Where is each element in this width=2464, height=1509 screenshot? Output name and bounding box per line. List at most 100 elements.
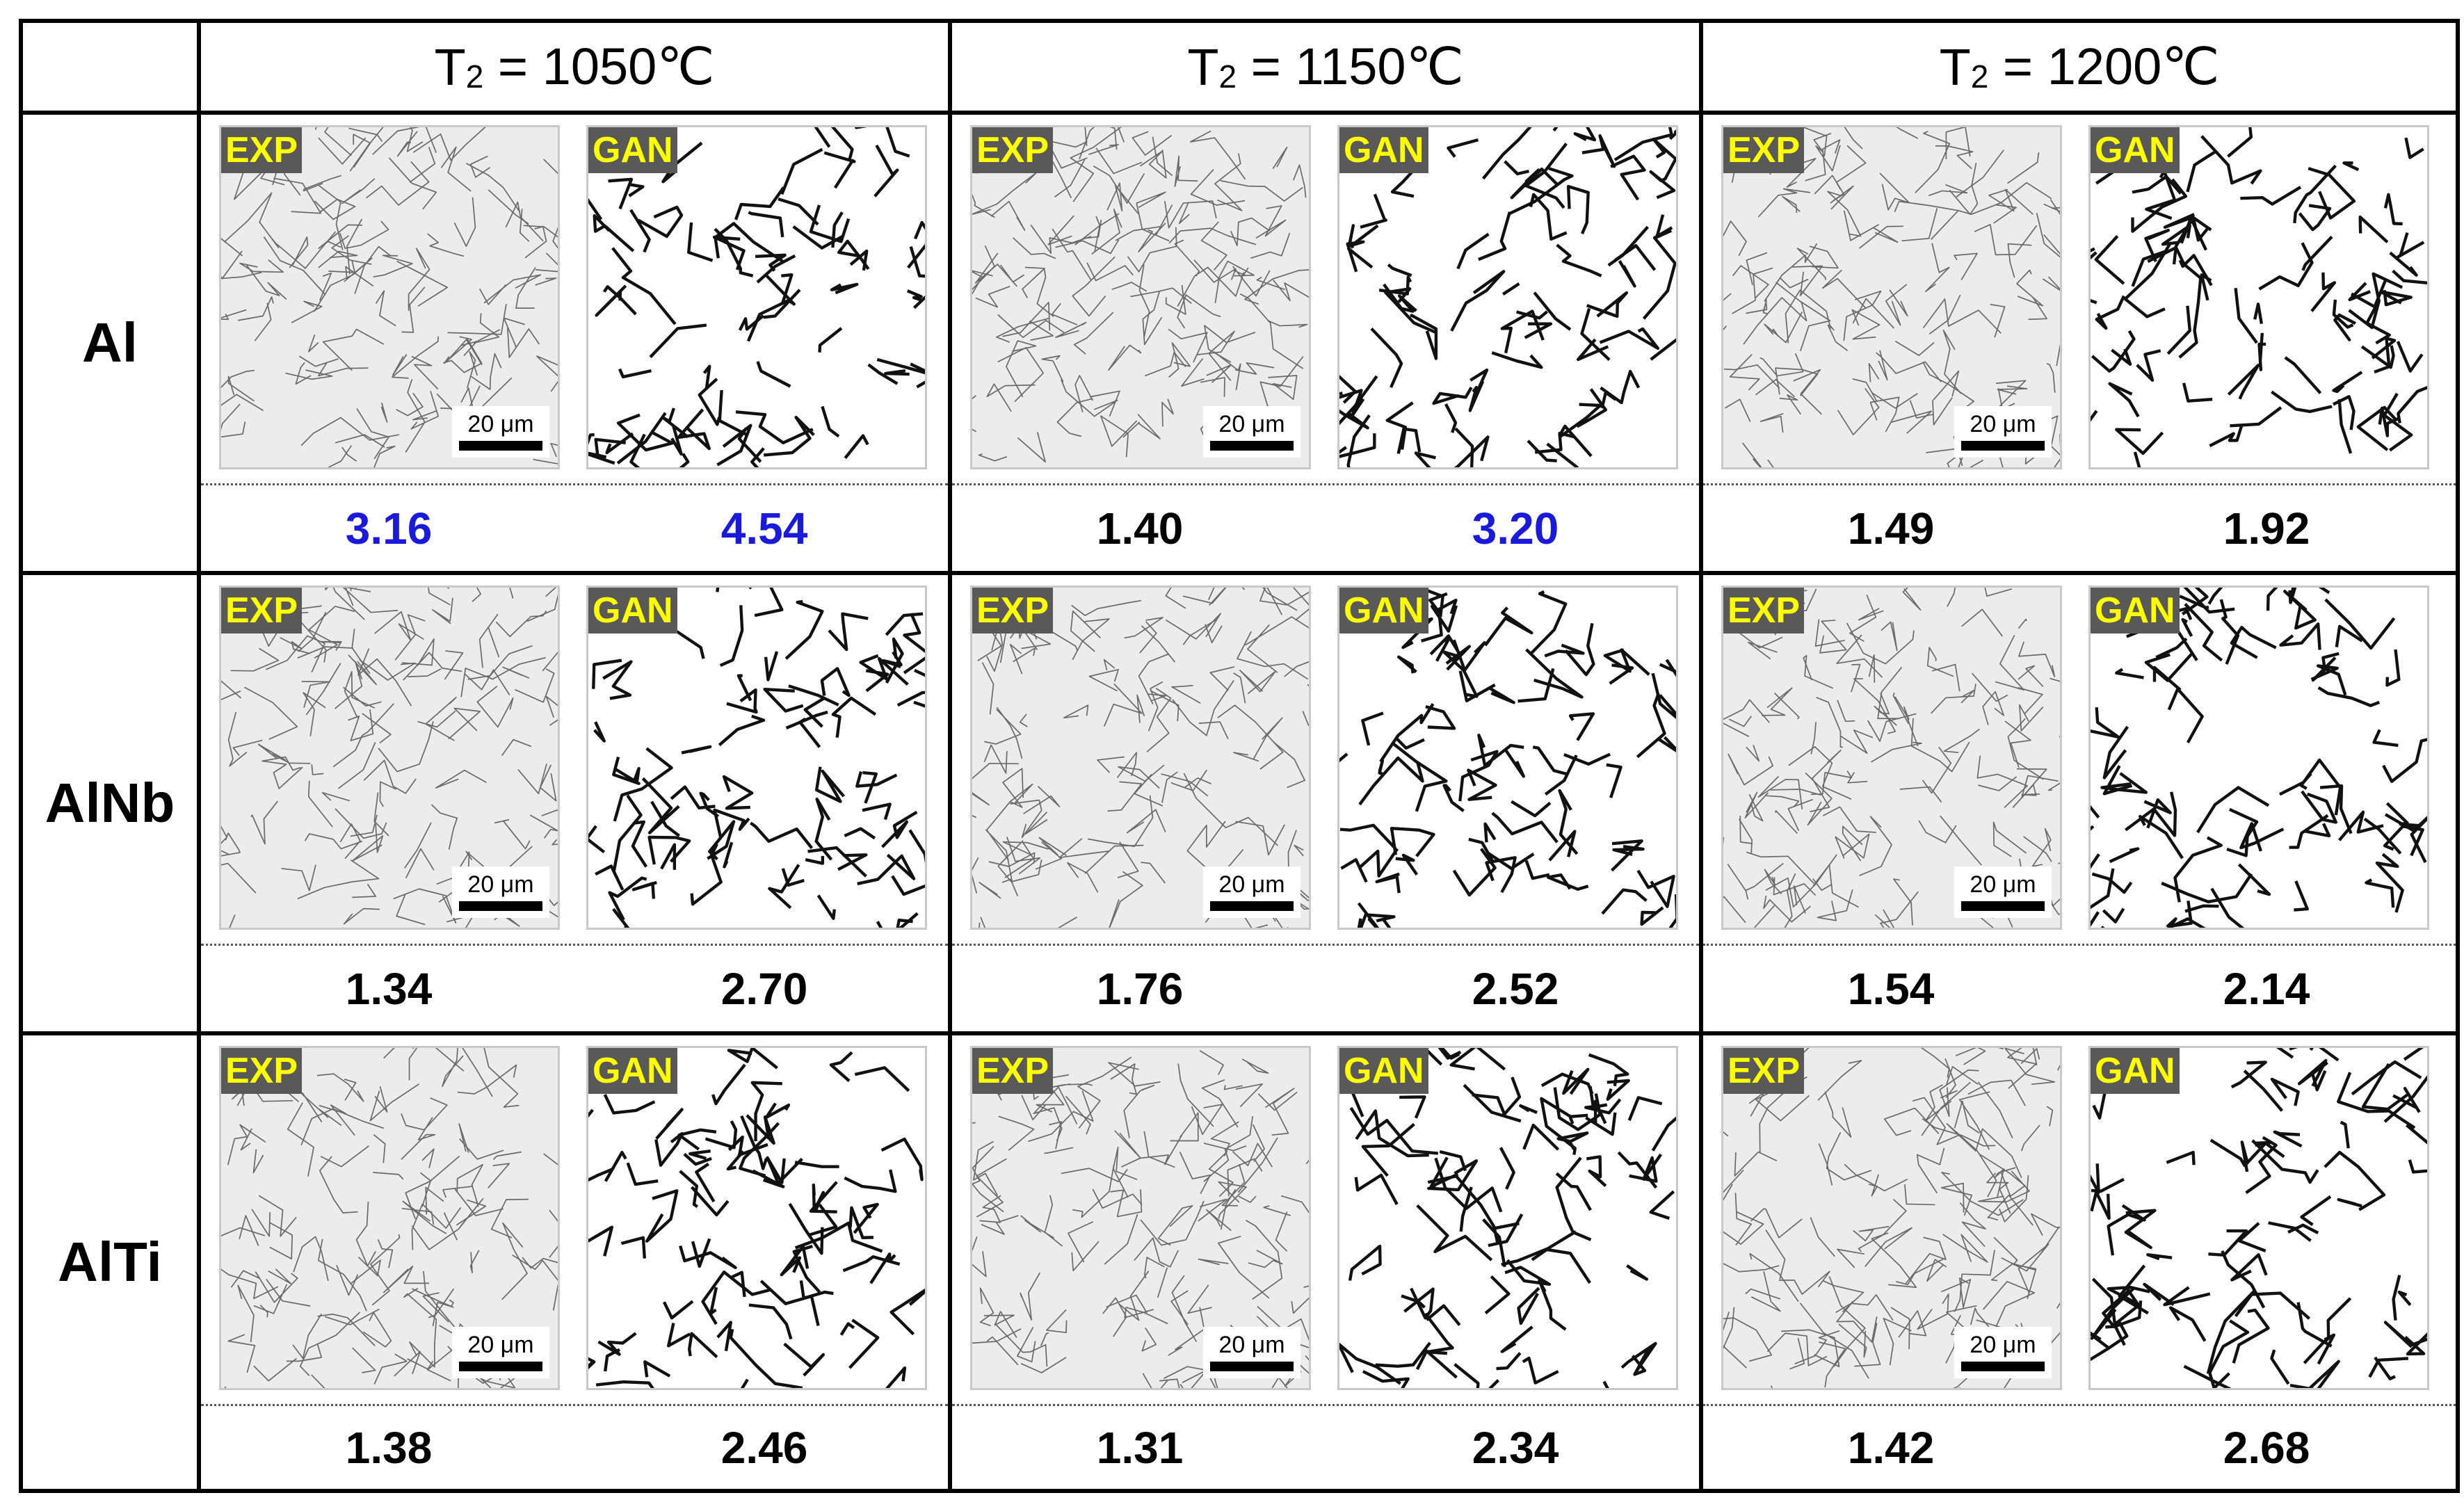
grain-boundary [785,710,828,729]
grain-boundary [1046,1309,1068,1334]
scale-label: 20 μm [1970,871,2036,898]
grain-boundary [292,1313,322,1359]
gan-grain-boundaries [588,588,925,928]
grain-boundary [604,1150,627,1182]
grain-boundary [2404,1332,2427,1356]
grain-boundary [1010,799,1042,839]
grain-boundary [227,376,255,402]
gan-tag: GAN [1339,1048,1428,1094]
grain-boundary [291,300,323,323]
grain-boundary [2324,598,2396,650]
grain-boundary [1750,1208,1803,1238]
grain-boundary [1586,291,1629,318]
grain-boundary [1428,592,1448,612]
grain-boundary [1925,243,1950,293]
gan-micrograph: GAN [1337,1046,1678,1390]
grain-boundary [2382,738,2427,783]
grain-boundary [2340,1120,2350,1149]
scale-label: 20 μm [1218,1332,1285,1358]
grain-boundary [1812,864,1859,908]
grain-boundary [1846,622,1915,665]
grain-boundary [313,257,373,312]
grain-boundary [972,1122,976,1124]
grain-boundary [687,222,714,262]
grain-boundary [539,764,557,802]
exp-value: 1.38 [345,1422,433,1473]
grain-boundary [977,623,1004,661]
grain-boundary [1256,276,1285,291]
grain-boundary [1745,862,1784,891]
grain-boundary [1600,369,1641,405]
grain-boundary [1946,1066,1979,1086]
grain-boundary [2397,386,2427,423]
grain-boundary [844,1169,897,1193]
grain-boundary [339,823,361,860]
grain-boundary [1284,661,1309,677]
grain-boundary [2319,1048,2340,1062]
scale-bar-line [1210,441,1294,451]
grain-boundary [401,638,435,666]
grain-boundary [2268,1221,2312,1243]
grain-boundary [613,747,673,822]
grain-boundary [602,660,633,700]
grain-boundary [1179,1152,1211,1195]
grain-boundary [2284,356,2322,394]
grain-boundary [2230,406,2282,428]
grain-boundary [592,659,622,689]
grain-boundary [1560,424,1593,458]
grain-boundary [1915,131,1951,193]
grain-boundary [1238,1195,1257,1203]
grain-boundary [459,1138,504,1160]
grain-boundary [1182,618,1218,645]
grain-boundary [351,629,371,675]
grain-boundary [1384,287,1438,334]
grain-boundary [873,144,899,197]
grain-boundary [1044,1147,1074,1154]
grain-boundary [1803,654,1834,689]
grain-boundary [2102,907,2125,923]
grain-boundary [303,175,342,192]
grain-boundary [996,707,1023,759]
grain-boundary [1762,300,1769,315]
grain-boundary [1035,841,1063,870]
grain-boundary [297,646,353,659]
grain-boundary [1836,1300,1878,1343]
dotted-divider [201,944,948,946]
grain-boundary [2163,213,2210,242]
grain-boundary [896,691,925,707]
gan-tag: GAN [588,588,677,634]
grain-boundary [221,403,241,430]
grain-boundary [2023,836,2052,862]
grain-boundary [1732,265,1769,299]
grain-boundary [1534,431,1576,454]
grain-boundary [1100,415,1138,458]
grain-boundary [1852,298,1895,329]
gan-tag: GAN [2091,1048,2180,1094]
grain-boundary [1203,1116,1254,1182]
grain-boundary [1999,1175,2029,1222]
grain-boundary [230,647,280,672]
grain-boundary [1954,1250,1995,1312]
corner-cell [19,19,201,115]
grain-boundary [369,1083,420,1122]
grain-boundary [2301,790,2338,824]
grain-boundary [660,843,677,870]
grain-boundary [221,680,242,699]
grain-boundary [2152,665,2182,691]
grain-boundary [373,1353,408,1385]
grain-boundary [488,626,499,658]
grain-boundary [1124,1307,1168,1325]
grain-boundary [1868,1174,1879,1197]
grain-boundary [529,814,558,839]
grain-boundary [2184,904,2219,913]
grain-boundary [221,394,264,412]
grain-boundary [1902,588,1922,611]
grain-boundary [1424,1312,1454,1355]
grain-boundary [1468,380,1485,412]
gan-micrograph: GAN [2088,1046,2429,1390]
grain-boundary [1060,379,1118,417]
grain-boundary [1787,798,1814,832]
grain-boundary [322,328,385,371]
grain-boundary [1748,793,1764,822]
grain-boundary [1072,1164,1115,1218]
